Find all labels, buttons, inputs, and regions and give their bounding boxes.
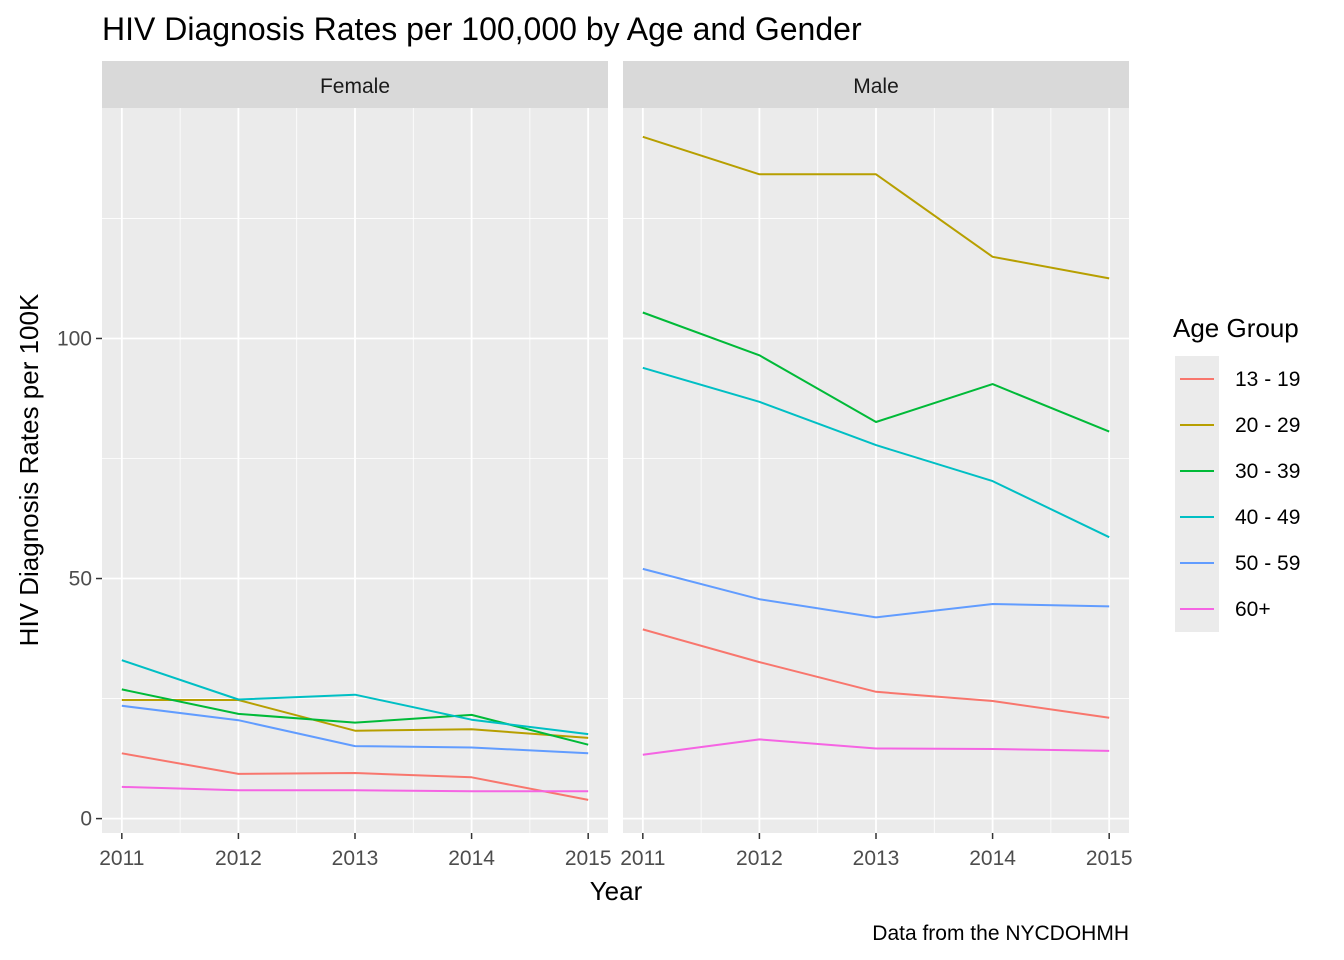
x-tick-label: 2011 <box>620 847 665 870</box>
series-line-40-49 <box>642 366 1110 539</box>
legend-entry: 40 - 49 <box>1175 494 1300 540</box>
y-tick-label: 0 <box>80 808 92 831</box>
y-tick-label: 100 <box>57 327 92 350</box>
x-tick-label: 2012 <box>215 847 262 870</box>
series-line-50-59 <box>121 704 589 755</box>
legend-label: 13 - 19 <box>1235 368 1300 391</box>
legend-label: 30 - 39 <box>1235 460 1300 483</box>
x-tick-label: 2014 <box>448 847 495 870</box>
series-line-60plus <box>642 738 1110 756</box>
x-tick-label: 2011 <box>99 847 144 870</box>
facet-strip-label: Male <box>853 75 899 98</box>
series-line-13-19 <box>121 752 589 801</box>
legend-label: 50 - 59 <box>1235 552 1300 575</box>
x-tick-label: 2015 <box>1086 847 1133 870</box>
series-line-20-29 <box>642 135 1110 280</box>
legend-entry: 13 - 19 <box>1175 356 1300 402</box>
panel-female: Female 2011 2012 2013 2014 2015 0 50 100 <box>57 61 612 870</box>
legend-title: Age Group <box>1173 313 1299 343</box>
legend-label: 20 - 29 <box>1235 414 1300 437</box>
legend-label: 60+ <box>1235 598 1271 621</box>
x-tick-label: 2014 <box>969 847 1016 870</box>
x-tick-label: 2015 <box>565 847 612 870</box>
x-axis-title: Year <box>590 876 643 906</box>
legend-entry: 20 - 29 <box>1175 402 1300 448</box>
legend-label: 40 - 49 <box>1235 506 1300 529</box>
series-line-50-59 <box>642 567 1110 619</box>
chart-caption: Data from the NYCDOHMH <box>872 922 1129 945</box>
facet-strip <box>102 61 608 108</box>
series-line-30-39 <box>642 311 1110 433</box>
series-line-60plus <box>121 785 589 793</box>
y-tick-label: 50 <box>69 568 92 591</box>
y-axis-title: HIV Diagnosis Rates per 100K <box>14 293 44 646</box>
facet-strip-label: Female <box>320 75 390 98</box>
series-line-20-29 <box>121 699 589 739</box>
facet-strip <box>623 61 1129 108</box>
legend-entry: 60+ <box>1175 586 1271 632</box>
x-tick-label: 2012 <box>736 847 783 870</box>
panel-male: Male 2011 2012 2013 2014 2015 <box>620 61 1133 870</box>
series-line-13-19 <box>642 628 1110 719</box>
chart-title: HIV Diagnosis Rates per 100,000 by Age a… <box>102 11 862 47</box>
x-tick-label: 2013 <box>853 847 900 870</box>
series-line-40-49 <box>121 659 589 736</box>
legend-entry: 50 - 59 <box>1175 540 1300 586</box>
legend-entry: 30 - 39 <box>1175 448 1300 494</box>
x-tick-label: 2013 <box>332 847 379 870</box>
